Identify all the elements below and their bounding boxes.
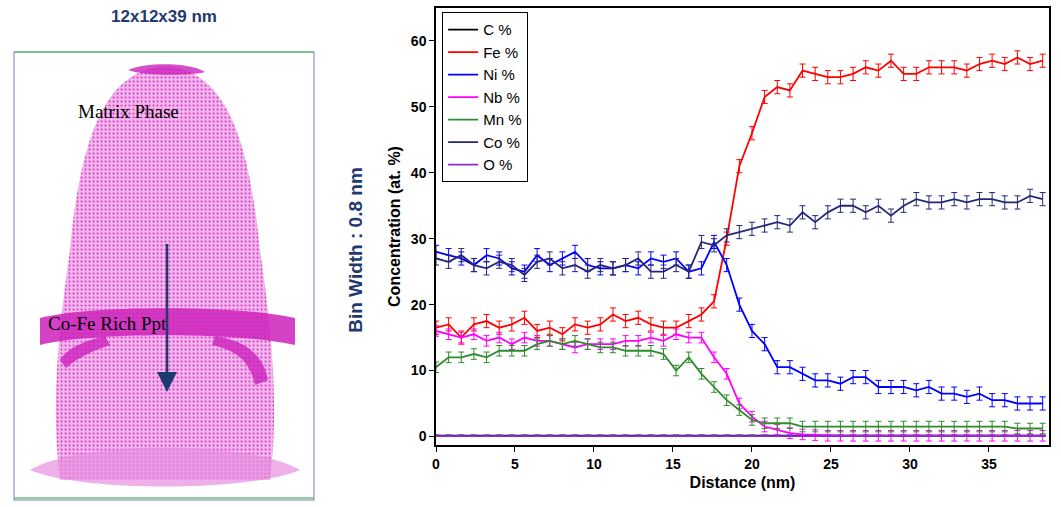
svg-text:12x12x39 nm: 12x12x39 nm <box>111 7 217 26</box>
svg-text:Bin Width : 0.8 nm: Bin Width : 0.8 nm <box>345 167 366 333</box>
svg-text:20: 20 <box>744 456 760 472</box>
svg-text:25: 25 <box>823 456 839 472</box>
svg-text:Nb %: Nb % <box>483 89 520 106</box>
svg-text:Ni %: Ni % <box>483 66 515 83</box>
svg-text:Co %: Co % <box>483 134 520 151</box>
svg-text:15: 15 <box>665 456 681 472</box>
svg-text:50: 50 <box>411 99 427 115</box>
svg-text:10: 10 <box>586 456 602 472</box>
svg-text:0: 0 <box>419 428 427 444</box>
svg-text:10: 10 <box>411 362 427 378</box>
svg-text:40: 40 <box>411 165 427 181</box>
svg-text:30: 30 <box>411 231 427 247</box>
svg-text:Co-Fe Rich Ppt: Co-Fe Rich Ppt <box>48 313 167 334</box>
svg-text:Mn %: Mn % <box>483 111 521 128</box>
svg-text:60: 60 <box>411 33 427 49</box>
svg-text:20: 20 <box>411 297 427 313</box>
svg-text:5: 5 <box>511 456 519 472</box>
svg-text:35: 35 <box>981 456 997 472</box>
svg-text:Matrix Phase: Matrix Phase <box>78 101 179 122</box>
svg-text:0: 0 <box>432 456 440 472</box>
svg-text:Concentration (at. %): Concentration (at. %) <box>386 146 403 307</box>
svg-text:O %: O % <box>483 156 512 173</box>
svg-text:Fe %: Fe % <box>483 44 518 61</box>
svg-text:C %: C % <box>483 21 511 38</box>
svg-text:30: 30 <box>902 456 918 472</box>
svg-text:Distance (nm): Distance (nm) <box>690 474 796 491</box>
